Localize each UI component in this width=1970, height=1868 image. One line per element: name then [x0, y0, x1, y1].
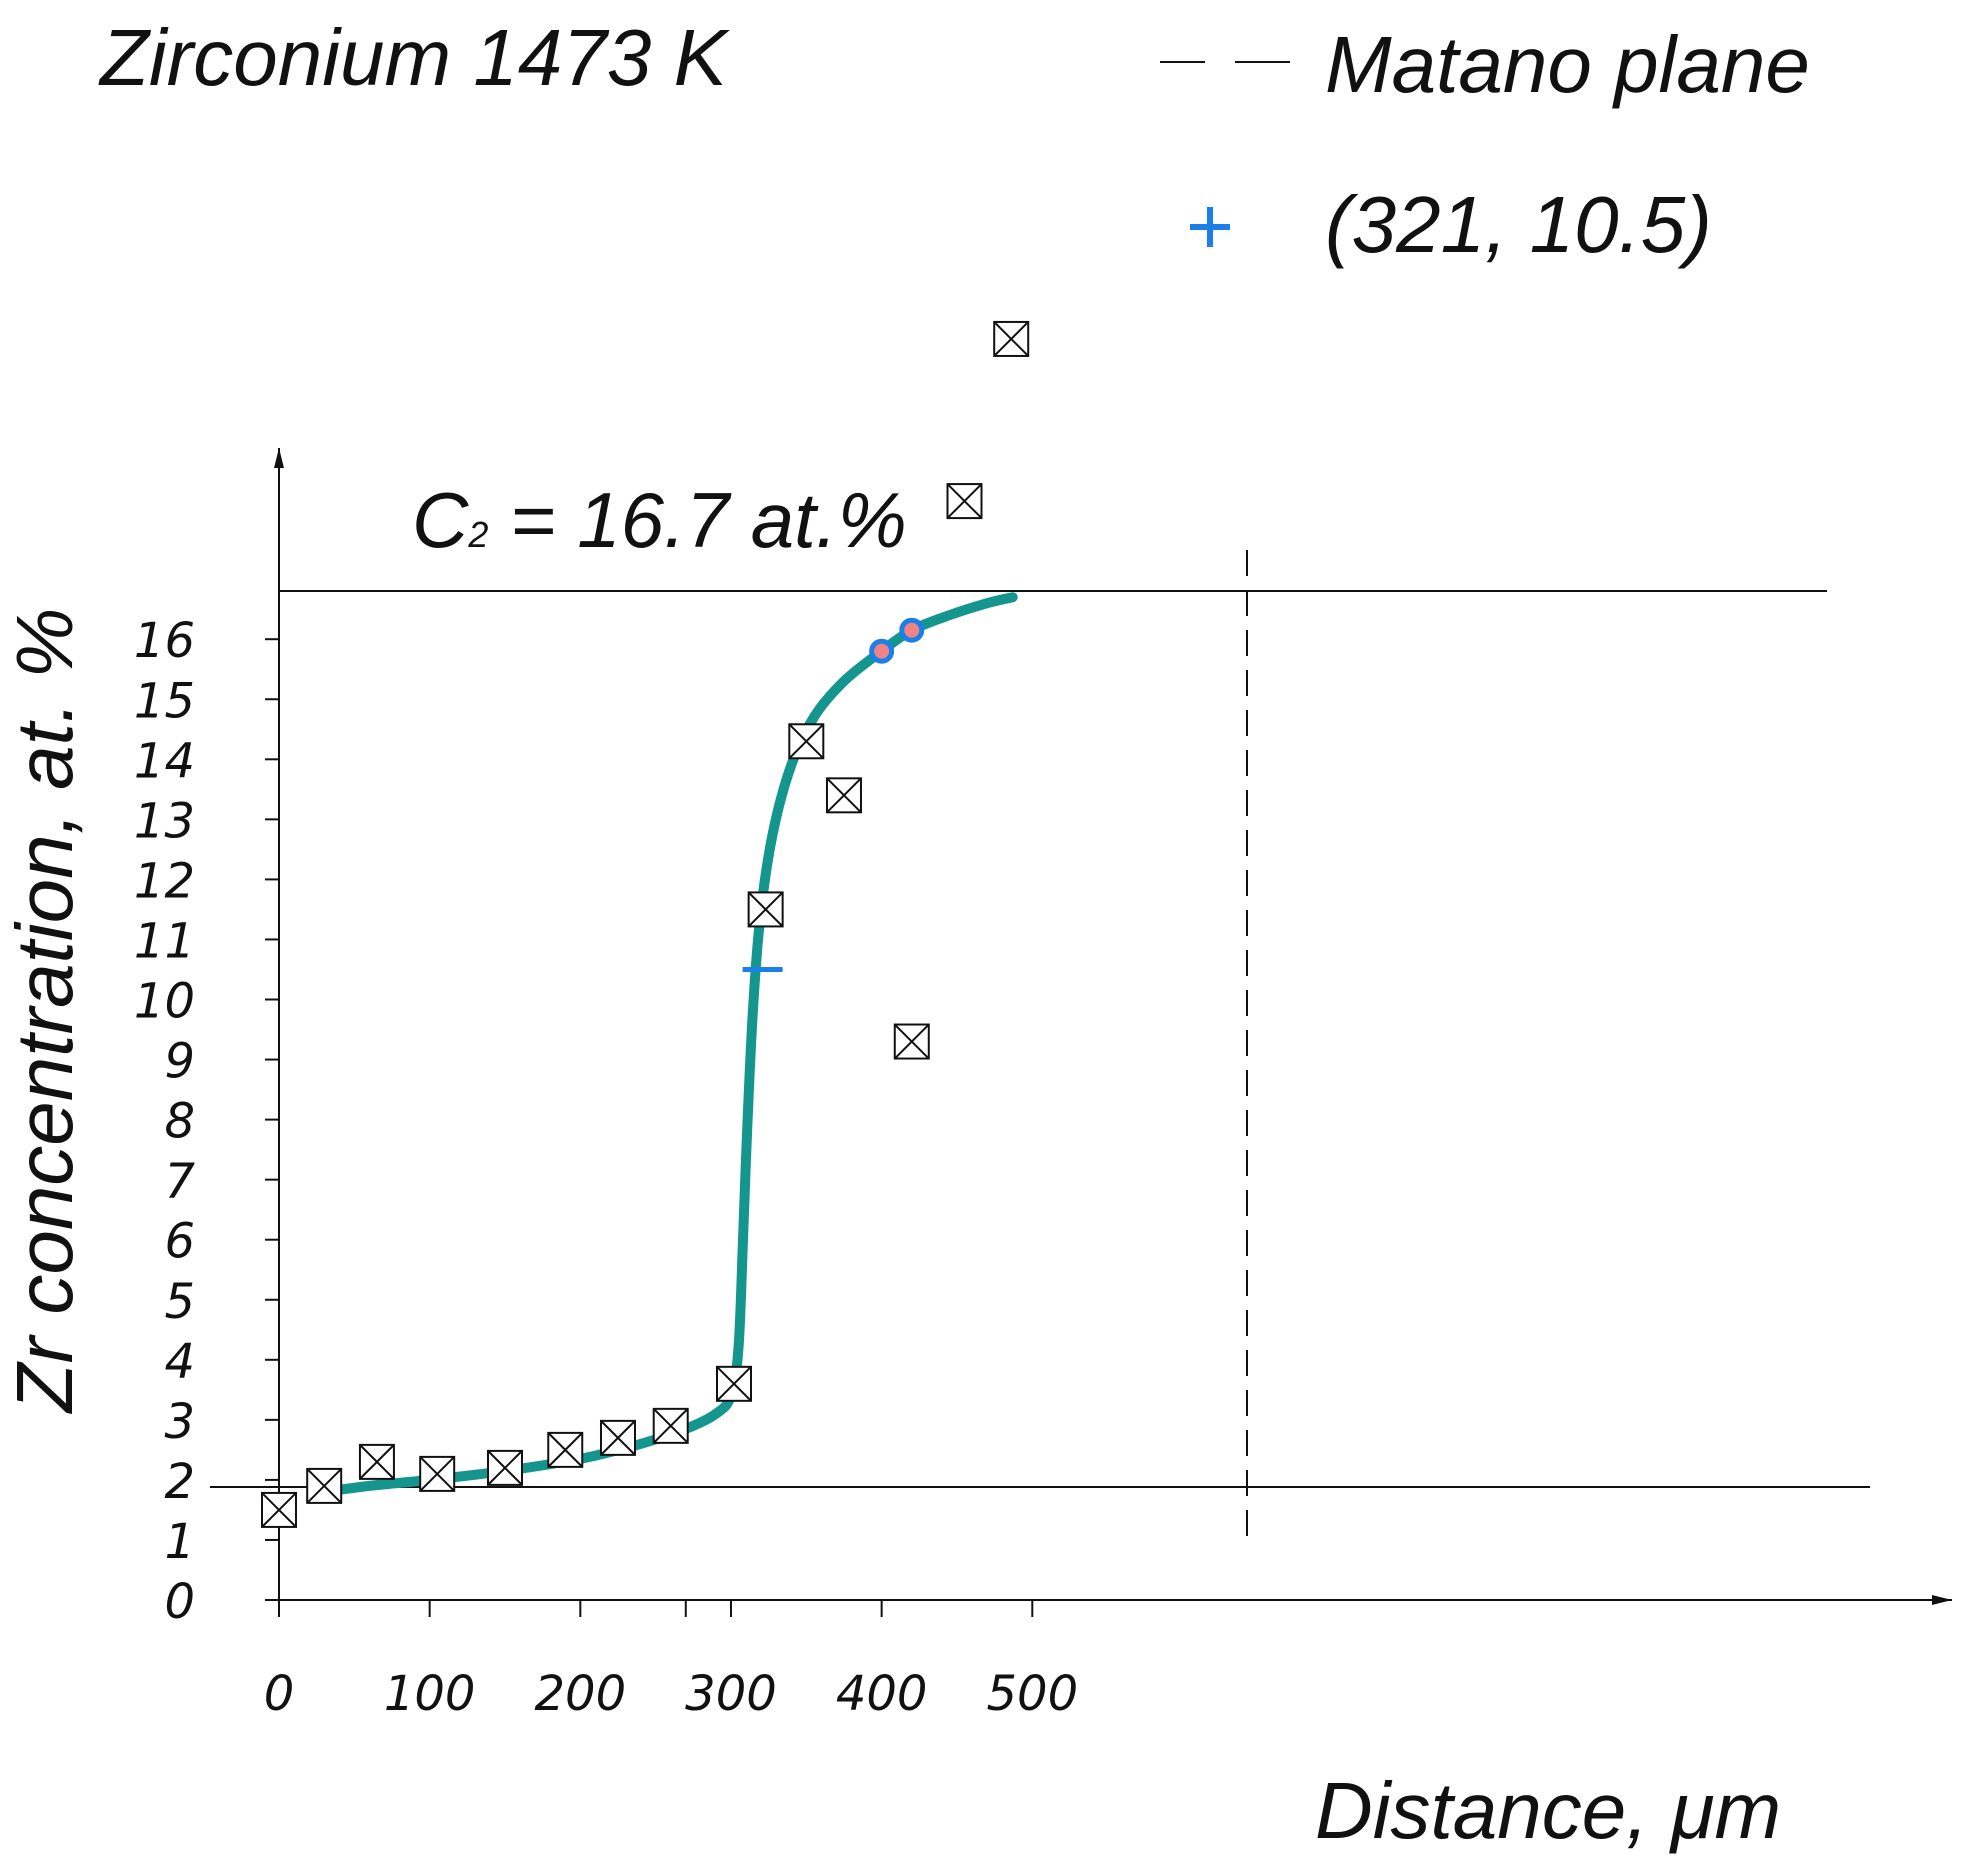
data-point-marker — [547, 1431, 584, 1468]
y-tick-label: 9 — [164, 1034, 195, 1090]
y-tick-label: 15 — [134, 673, 195, 729]
chart-title: Zirconium 1473 K — [98, 13, 731, 102]
y-tick-label: 5 — [164, 1274, 195, 1330]
legend-point-swatch — [1190, 207, 1230, 247]
c2-annotation: C2 = 16.7 at.% — [412, 476, 907, 564]
legend-matano-label: Matano plane — [1325, 20, 1810, 109]
highlight-point — [899, 617, 925, 643]
x-tick-label: 400 — [836, 1666, 928, 1722]
data-point-marker — [946, 483, 983, 520]
data-point-marker — [652, 1407, 689, 1444]
data-point-marker — [486, 1449, 523, 1486]
c2-subscript: 2 — [467, 514, 488, 555]
x-tick-label: 500 — [986, 1666, 1078, 1722]
data-point-marker — [825, 777, 862, 814]
y-tick-label: 8 — [164, 1094, 195, 1150]
c2-value-text: = 16.7 at.% — [488, 476, 906, 564]
y-tick-label: 2 — [164, 1454, 195, 1510]
highlight-points — [869, 617, 925, 664]
y-tick-label: 13 — [134, 793, 195, 849]
y-tick-label: 0 — [164, 1574, 195, 1630]
y-tick-label: 4 — [164, 1334, 195, 1390]
data-markers — [261, 320, 1030, 1528]
x-tick-label: 200 — [535, 1666, 627, 1722]
legend: Matano plane (321, 10.5) — [1160, 20, 1810, 269]
data-point-marker — [599, 1419, 636, 1456]
y-tick-label: 3 — [164, 1394, 195, 1450]
data-point-marker — [893, 1023, 930, 1060]
data-point-marker — [419, 1455, 456, 1492]
y-axis-label: Zr concentration, at. % — [0, 608, 89, 1415]
data-point-marker — [715, 1365, 752, 1402]
y-tick-label: 1 — [164, 1514, 195, 1570]
data-point-marker — [993, 320, 1030, 357]
y-tick-label: 10 — [134, 974, 195, 1030]
data-point-marker — [788, 723, 825, 760]
y-tick-label: 14 — [134, 733, 195, 789]
data-point-marker — [358, 1443, 395, 1480]
data-point-marker — [261, 1491, 297, 1528]
x-tick-label: 0 — [264, 1666, 295, 1722]
x-axis-label: Distance, μm — [1315, 1766, 1781, 1855]
x-tick-label: 300 — [685, 1666, 777, 1722]
highlight-point — [869, 638, 895, 664]
x-tick-label: 100 — [384, 1666, 476, 1722]
data-point-marker — [306, 1467, 343, 1504]
c2-symbol: C — [412, 476, 469, 564]
y-tick-label: 7 — [164, 1154, 195, 1210]
y-tick-label: 11 — [134, 913, 195, 969]
y-tick-label: 6 — [164, 1214, 195, 1270]
data-point-marker — [747, 891, 784, 928]
y-tick-label: 12 — [134, 853, 195, 909]
y-tick-label: 16 — [134, 613, 195, 669]
legend-point-label: (321, 10.5) — [1325, 180, 1712, 269]
x-ticks: 0 100 200 300 400 500 — [264, 1600, 1078, 1722]
